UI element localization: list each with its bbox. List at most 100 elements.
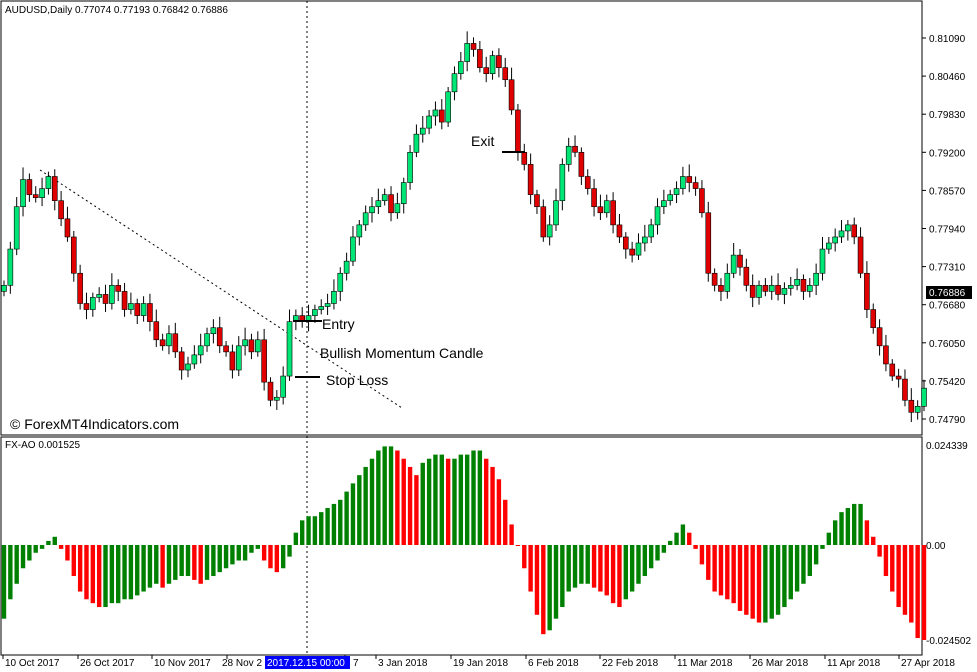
candle — [680, 176, 686, 189]
ao-bar — [566, 545, 571, 592]
ao-bar — [236, 545, 241, 561]
ao-bar — [1, 545, 7, 619]
candle — [432, 109, 439, 117]
candle — [343, 260, 350, 274]
candle — [362, 212, 369, 226]
candle — [350, 236, 356, 262]
candle — [591, 188, 597, 208]
candle — [254, 339, 261, 353]
candle — [445, 91, 451, 123]
ao-bar — [249, 545, 254, 553]
ao-bar — [331, 503, 337, 545]
ao-bar — [896, 545, 901, 608]
ao-bar — [255, 545, 260, 549]
ao-bar — [712, 545, 717, 592]
ao-bar — [845, 508, 851, 545]
ao-bar — [877, 545, 882, 557]
candle — [286, 321, 293, 377]
ao-bar — [509, 524, 514, 545]
candle — [559, 164, 566, 201]
ao-bar — [782, 545, 787, 608]
candle — [426, 115, 432, 129]
ao-bar — [185, 545, 191, 577]
ao-bar — [490, 466, 495, 545]
trendline[interactable] — [39, 169, 403, 409]
candle — [204, 333, 210, 347]
candle — [908, 399, 915, 413]
candle — [711, 272, 718, 286]
ao-bar — [369, 458, 375, 545]
ao-bar — [515, 545, 521, 546]
candle — [102, 294, 109, 304]
ao-bar — [820, 545, 825, 549]
ao-bar — [921, 545, 927, 640]
time-tick-label: 27 Apr 2018 — [901, 658, 955, 669]
current-price-marker — [926, 286, 972, 299]
ao-bar — [750, 545, 755, 619]
ao-bar — [534, 545, 540, 615]
ao-bar — [179, 545, 184, 577]
ao-bar — [604, 545, 609, 596]
candle — [616, 224, 623, 238]
candle — [768, 285, 775, 292]
time-tick-label: 19 Jan 2018 — [453, 658, 508, 669]
candle — [77, 272, 83, 304]
candle — [438, 109, 445, 123]
candle — [857, 236, 864, 274]
candle — [705, 212, 712, 274]
time-tick-label: 3 Jan 2018 — [378, 658, 428, 669]
candle — [223, 345, 229, 353]
price-tick-label: 0.80460 — [929, 72, 966, 83]
crosshair-date-box — [265, 656, 350, 669]
candle — [597, 206, 604, 214]
price-panel-frame — [0, 0, 923, 436]
candle — [483, 67, 490, 74]
candle — [521, 152, 528, 165]
ao-bar — [832, 520, 838, 545]
candle — [242, 339, 248, 347]
ao-bar — [617, 545, 622, 608]
ao-bar — [71, 545, 76, 577]
candle — [864, 272, 870, 310]
price-tick-label: 0.75420 — [929, 377, 966, 388]
ao-bar — [8, 545, 13, 600]
ao-bar — [744, 545, 749, 615]
candle — [140, 303, 147, 316]
ao-bar — [439, 454, 444, 545]
ao-bar — [775, 545, 781, 615]
candle — [400, 182, 407, 205]
ao-bar — [388, 446, 394, 545]
stop-loss-label: Stop Loss — [326, 372, 388, 388]
candle — [718, 285, 724, 292]
ao-bar — [610, 545, 616, 604]
ao-bar — [274, 545, 280, 573]
watermark: © ForexMT4Indicators.com — [10, 416, 179, 432]
ao-bar — [223, 545, 229, 569]
candle — [413, 133, 420, 153]
ao-bar — [52, 536, 57, 545]
candle — [622, 236, 629, 250]
ao-bar — [141, 545, 146, 592]
ao-bar — [718, 545, 724, 596]
ao-bar — [655, 545, 660, 561]
time-tick-label: 10 Nov 2017 — [154, 658, 211, 669]
candle — [109, 285, 115, 304]
candle — [692, 182, 699, 189]
ao-bar — [407, 466, 413, 545]
bullish-candle-label: Bullish Momentum Candle — [320, 345, 484, 361]
ao-bar — [858, 503, 863, 545]
candle — [369, 206, 375, 214]
candle — [584, 176, 591, 189]
ao-bar — [541, 545, 546, 635]
ao-bar — [287, 545, 292, 557]
ao-bar — [547, 545, 552, 631]
ao-bar — [230, 545, 235, 565]
ao-bar — [648, 545, 654, 569]
ao-bar — [668, 540, 673, 545]
candle — [90, 297, 96, 310]
candle — [45, 176, 52, 189]
ao-bar — [350, 483, 356, 545]
ao-bar — [96, 545, 102, 608]
